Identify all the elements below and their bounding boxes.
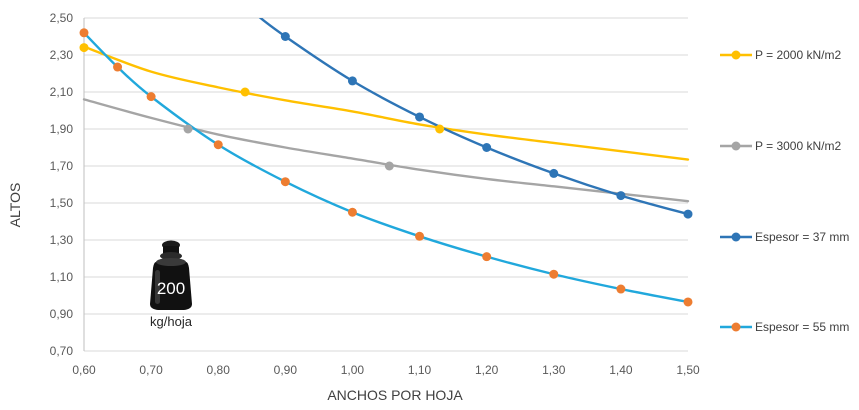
- y-axis-title: ALTOS: [7, 183, 23, 228]
- x-tick-label: 0,60: [72, 363, 96, 377]
- data-point: [347, 76, 357, 86]
- legend-label: Espesor = 55 mm: [755, 320, 849, 334]
- data-point: [415, 231, 425, 241]
- data-point: [482, 143, 492, 152]
- legend-marker: [731, 141, 741, 151]
- legend-marker: [731, 232, 741, 242]
- y-tick-label: 2,10: [50, 85, 74, 99]
- legend-label: P = 2000 kN/m2: [755, 48, 841, 62]
- series-markers: [79, 28, 693, 307]
- y-tick-label: 0,70: [50, 344, 74, 358]
- data-point: [384, 161, 394, 171]
- x-axis-title: ANCHOS POR HOJA: [327, 387, 463, 403]
- data-point: [79, 43, 89, 53]
- data-point: [683, 209, 693, 219]
- y-tick-labels: 0,70 0,90 1,10 1,30 1,50 1,70 1,90 2,10 2,30 2,50: [50, 11, 74, 358]
- y-tick-label: 1,90: [50, 122, 74, 136]
- weight-value: 200: [157, 279, 185, 298]
- data-point: [435, 124, 445, 134]
- x-tick-label: 0,80: [207, 363, 231, 377]
- data-point: [113, 62, 123, 72]
- data-point: [415, 112, 425, 122]
- y-tick-label: 1,70: [50, 159, 74, 173]
- y-tick-label: 1,50: [50, 196, 74, 210]
- y-tick-label: 0,90: [50, 307, 74, 321]
- data-point: [183, 124, 193, 134]
- legend-marker: [731, 322, 741, 332]
- y-tick-label: 1,10: [50, 270, 74, 284]
- data-point: [146, 92, 156, 102]
- x-tick-label: 1,10: [408, 363, 432, 377]
- x-tick-labels: 0,60 0,70 0,80 0,90 1,00 1,10 1,20 1,30 1,40 1,50: [72, 363, 700, 377]
- y-tick-label: 1,30: [50, 233, 74, 247]
- legend-label: P = 3000 kN/m2: [755, 139, 841, 153]
- data-point: [616, 284, 626, 294]
- legend-label: Espesor = 37 mm: [755, 230, 849, 244]
- data-point: [79, 28, 89, 38]
- x-tick-label: 1,20: [475, 363, 499, 377]
- x-tick-label: 1,30: [542, 363, 566, 377]
- weight-unit: kg/hoja: [150, 314, 193, 329]
- x-tick-label: 1,00: [341, 363, 365, 377]
- data-point: [616, 191, 626, 201]
- x-tick-label: 1,40: [609, 363, 633, 377]
- series-line-0: [82, 45, 690, 161]
- x-tick-label: 1,50: [676, 363, 700, 377]
- weight-annotation: 200 kg/hoja: [150, 240, 193, 329]
- x-tick-label: 0,70: [139, 363, 163, 377]
- data-point: [213, 140, 223, 150]
- data-point: [280, 177, 290, 187]
- data-point: [482, 252, 492, 262]
- data-point: [240, 87, 250, 97]
- data-point: [347, 207, 357, 217]
- y-tick-label: 2,50: [50, 11, 74, 25]
- data-point: [280, 32, 290, 41]
- y-tick-label: 2,30: [50, 48, 74, 62]
- weight-icon: [150, 240, 192, 310]
- data-point: [683, 297, 693, 307]
- legend-marker: [731, 50, 741, 60]
- data-point: [549, 269, 559, 279]
- data-point: [549, 168, 559, 178]
- legend: P = 2000 kN/m2 P = 3000 kN/m2 Espesor = 37…: [720, 48, 849, 334]
- x-tick-label: 0,90: [274, 363, 298, 377]
